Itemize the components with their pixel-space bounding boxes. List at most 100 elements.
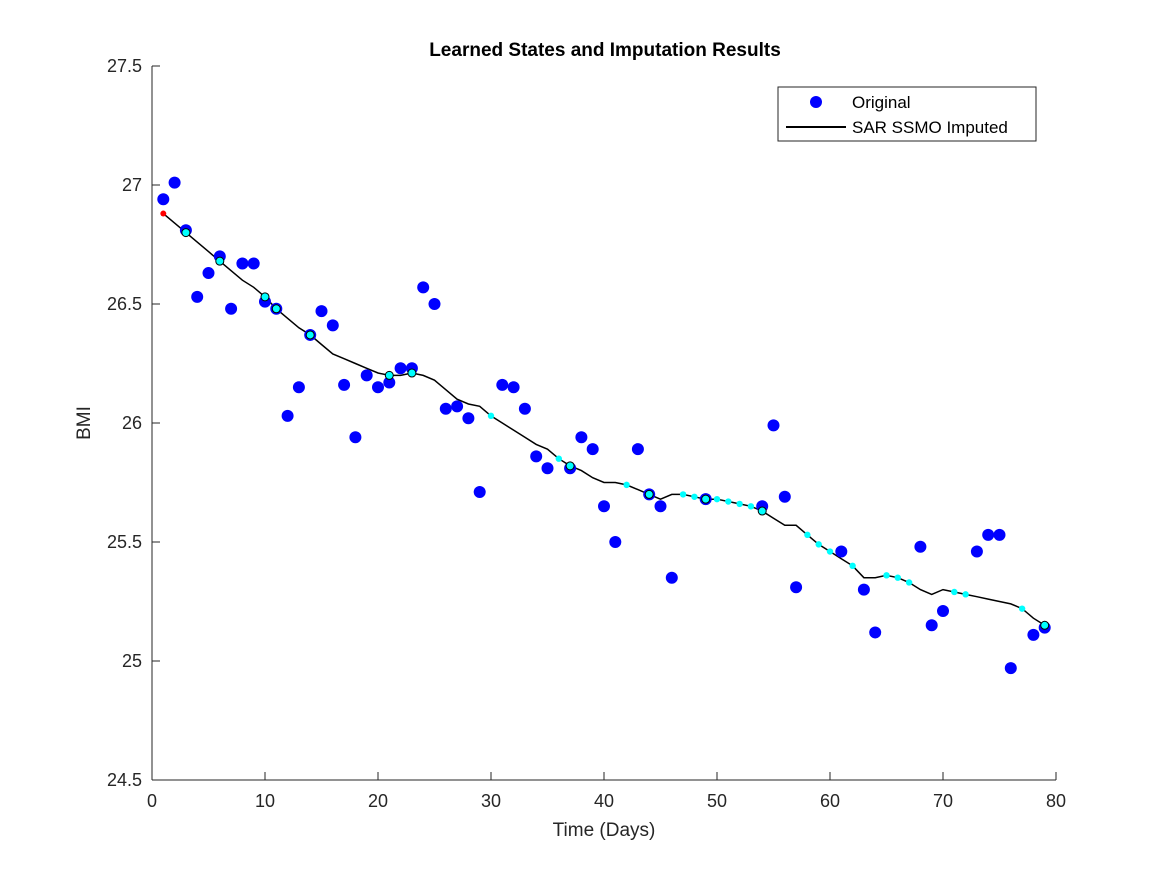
x-axis-ticks: 0 10 20 30 40 50 60 70 80 <box>147 772 1066 811</box>
original-point <box>857 583 870 596</box>
imputed-point <box>181 228 191 238</box>
imputed-point <box>826 548 834 555</box>
imputed-point <box>951 588 958 596</box>
imputed-point <box>305 330 315 340</box>
imputed-point <box>747 503 755 510</box>
original-point <box>292 381 305 394</box>
x-tick-label: 80 <box>1046 791 1066 811</box>
y-tick-label: 26 <box>122 413 142 433</box>
original-point <box>925 619 938 632</box>
legend-label-imputed: SAR SSMO Imputed <box>852 118 1008 137</box>
imputed-point <box>384 370 394 380</box>
x-axis-label: Time (Days) <box>553 820 656 841</box>
x-tick-label: 0 <box>147 791 157 811</box>
y-tick-label: 26.5 <box>107 294 142 314</box>
imputed-point <box>713 495 721 503</box>
y-tick-label: 27 <box>122 175 142 195</box>
initial-state-point <box>160 210 167 217</box>
original-point <box>507 381 520 394</box>
imputed-point <box>623 481 630 489</box>
original-point <box>360 369 373 382</box>
original-point <box>428 298 441 310</box>
chart-title: Learned States and Imputation Results <box>429 40 781 61</box>
imputed-point <box>679 491 687 498</box>
original-point <box>1027 628 1040 641</box>
original-point <box>518 402 531 415</box>
imputed-point <box>804 531 811 539</box>
imputed-point <box>565 461 575 471</box>
y-tick-label: 24.5 <box>107 770 142 790</box>
original-point <box>835 545 848 558</box>
original-point <box>586 443 599 456</box>
original-point <box>338 378 351 391</box>
original-point <box>236 257 249 270</box>
imputed-point <box>644 489 654 499</box>
imputed-point <box>271 304 281 314</box>
original-point <box>191 290 204 303</box>
imputed-point <box>407 368 417 378</box>
plot-area: 0 10 20 30 40 50 60 70 80 24.5 25 25.5 26 26.5 27 27.5 <box>107 56 1066 811</box>
original-point <box>417 281 430 294</box>
original-point <box>631 443 644 456</box>
original-point <box>767 419 780 432</box>
imputed-point <box>736 500 743 508</box>
imputed-point <box>905 579 913 586</box>
imputed-series <box>162 213 1046 626</box>
original-point <box>439 402 452 415</box>
imputed-point <box>555 455 562 462</box>
x-tick-label: 40 <box>594 791 614 811</box>
original-point <box>937 605 949 618</box>
original-point <box>157 193 170 206</box>
imputed-point <box>215 256 225 266</box>
original-point <box>982 528 995 541</box>
original-point <box>665 571 678 584</box>
original-point <box>247 257 260 270</box>
original-point <box>225 302 238 315</box>
imputed-point <box>260 292 270 302</box>
original-point <box>790 581 803 594</box>
original-point <box>202 267 215 280</box>
imputed-markers <box>160 210 1050 630</box>
x-tick-label: 60 <box>820 791 840 811</box>
legend-label-original: Original <box>852 93 911 112</box>
imputed-point <box>962 591 969 598</box>
x-tick-label: 20 <box>368 791 388 811</box>
imputed-point <box>815 541 822 548</box>
x-tick-label: 30 <box>481 791 501 811</box>
original-point <box>383 376 396 389</box>
original-point <box>914 540 927 553</box>
x-tick-label: 10 <box>255 791 275 811</box>
original-point <box>869 626 882 639</box>
imputed-point <box>849 562 856 569</box>
original-point <box>530 450 543 463</box>
original-series <box>157 176 1051 675</box>
original-point <box>598 500 610 513</box>
imputed-point <box>757 506 767 516</box>
y-tick-label: 27.5 <box>107 56 142 76</box>
original-point <box>993 528 1006 541</box>
imputed-point <box>701 494 711 504</box>
imputed-point <box>691 493 698 500</box>
imputed-point <box>883 572 890 579</box>
original-point <box>315 305 328 318</box>
y-axis-label: BMI <box>74 406 95 440</box>
original-point <box>451 400 464 413</box>
original-point <box>326 319 339 332</box>
x-tick-label: 70 <box>933 791 953 811</box>
original-point <box>970 545 983 558</box>
original-point <box>654 500 667 513</box>
imputed-line <box>162 213 1046 626</box>
y-tick-label: 25 <box>122 651 142 671</box>
imputed-point <box>894 574 901 581</box>
legend-box <box>777 86 1037 142</box>
original-point <box>541 462 554 475</box>
imputed-point <box>725 498 732 505</box>
legend-marker-original <box>810 96 822 108</box>
original-point <box>372 381 384 394</box>
imputed-point <box>487 412 495 420</box>
original-point <box>575 431 588 444</box>
original-point <box>609 536 622 548</box>
y-axis-ticks: 24.5 25 25.5 26 26.5 27 27.5 <box>107 56 160 790</box>
original-point <box>349 431 362 444</box>
